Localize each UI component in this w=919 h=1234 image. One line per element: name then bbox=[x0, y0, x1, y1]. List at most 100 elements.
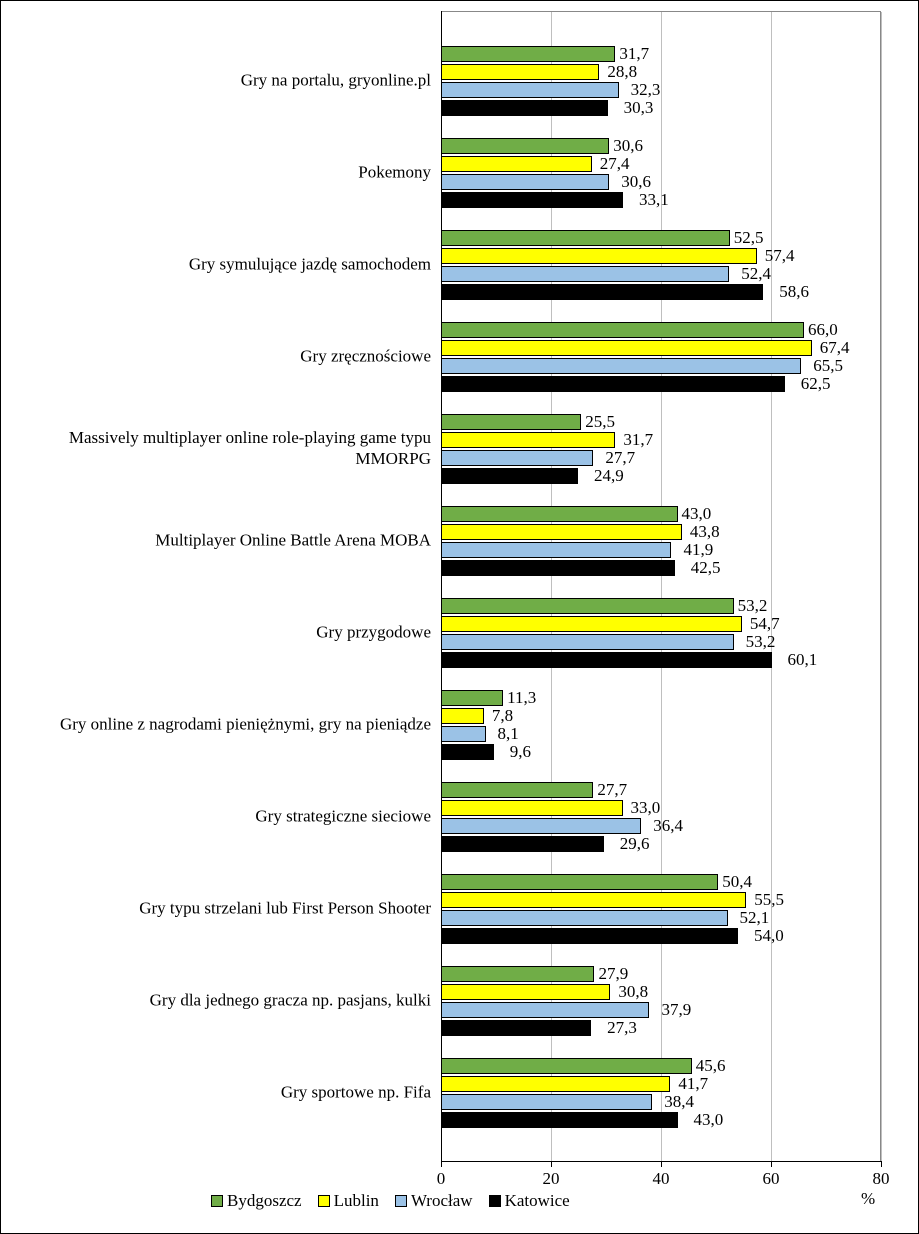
bar bbox=[441, 1058, 692, 1074]
bar bbox=[441, 744, 494, 760]
x-tick-label: 40 bbox=[653, 1169, 670, 1189]
legend-label: Bydgoszcz bbox=[227, 1191, 302, 1211]
bar bbox=[441, 46, 615, 62]
category-label: Gry typu strzelani lub First Person Shoo… bbox=[11, 897, 431, 918]
bar bbox=[441, 230, 730, 246]
category-label: Gry przygodowe bbox=[11, 621, 431, 642]
bar-value-label: 25,5 bbox=[585, 412, 615, 432]
bar bbox=[441, 652, 772, 668]
gridline bbox=[881, 12, 882, 1161]
bar-value-label: 54,0 bbox=[754, 926, 784, 946]
bar bbox=[441, 376, 785, 392]
bar bbox=[441, 248, 757, 264]
category-label: Gry symulujące jazdę samochodem bbox=[11, 253, 431, 274]
bar-value-label: 37,9 bbox=[661, 1000, 691, 1020]
gridline bbox=[661, 12, 662, 1161]
bar bbox=[441, 1020, 591, 1036]
bar bbox=[441, 358, 801, 374]
bar bbox=[441, 1094, 652, 1110]
bar bbox=[441, 874, 718, 890]
bar-value-label: 43,0 bbox=[682, 504, 712, 524]
bar bbox=[441, 156, 592, 172]
legend-swatch bbox=[395, 1195, 407, 1207]
bar bbox=[441, 836, 604, 852]
y-axis bbox=[441, 11, 442, 1161]
bar-value-label: 8,1 bbox=[498, 724, 519, 744]
x-axis-label: % bbox=[861, 1189, 875, 1209]
bar-value-label: 67,4 bbox=[820, 338, 850, 358]
legend-label: Wrocław bbox=[411, 1191, 473, 1211]
bar-value-label: 66,0 bbox=[808, 320, 838, 340]
bar bbox=[441, 322, 804, 338]
bar-value-label: 36,4 bbox=[653, 816, 683, 836]
bar bbox=[441, 64, 599, 80]
legend-label: Lublin bbox=[334, 1191, 379, 1211]
bar bbox=[441, 450, 593, 466]
x-tick-label: 20 bbox=[543, 1169, 560, 1189]
bar-value-label: 45,6 bbox=[696, 1056, 726, 1076]
bar bbox=[441, 174, 609, 190]
legend-item: Lublin bbox=[318, 1191, 379, 1211]
bar-value-label: 58,6 bbox=[779, 282, 809, 302]
gridline bbox=[771, 12, 772, 1161]
x-tick-label: 60 bbox=[763, 1169, 780, 1189]
bar-value-label: 27,3 bbox=[607, 1018, 637, 1038]
bar bbox=[441, 192, 623, 208]
bar-value-label: 29,6 bbox=[620, 834, 650, 854]
legend-item: Bydgoszcz bbox=[211, 1191, 302, 1211]
bar bbox=[441, 928, 738, 944]
bar-value-label: 60,1 bbox=[788, 650, 818, 670]
bar-value-label: 27,9 bbox=[598, 964, 628, 984]
bar bbox=[441, 726, 486, 742]
bar-value-label: 52,4 bbox=[741, 264, 771, 284]
bar-value-label: 11,3 bbox=[507, 688, 536, 708]
category-label: Multiplayer Online Battle Arena MOBA bbox=[11, 529, 431, 550]
bar bbox=[441, 340, 812, 356]
bar-value-label: 65,5 bbox=[813, 356, 843, 376]
category-label: Gry online z nagrodami pieniężnymi, gry … bbox=[11, 713, 431, 734]
category-label: Massively multiplayer online role-playin… bbox=[11, 427, 431, 470]
bar-value-label: 52,5 bbox=[734, 228, 764, 248]
bar-value-label: 30,8 bbox=[618, 982, 648, 1002]
bar-value-label: 50,4 bbox=[722, 872, 752, 892]
bar-value-label: 33,1 bbox=[639, 190, 669, 210]
legend-swatch bbox=[489, 1195, 501, 1207]
bar bbox=[441, 1112, 678, 1128]
legend-item: Wrocław bbox=[395, 1191, 473, 1211]
bar-value-label: 31,7 bbox=[619, 44, 649, 64]
bar-value-label: 30,6 bbox=[613, 136, 643, 156]
bar-value-label: 24,9 bbox=[594, 466, 624, 486]
bar-value-label: 33,0 bbox=[631, 798, 661, 818]
bar-value-label: 57,4 bbox=[765, 246, 795, 266]
bar-value-label: 32,3 bbox=[631, 80, 661, 100]
legend-item: Katowice bbox=[489, 1191, 570, 1211]
bar bbox=[441, 782, 593, 798]
legend: Bydgoszcz Lublin Wrocław Katowice bbox=[211, 1191, 570, 1211]
bar-value-label: 30,6 bbox=[621, 172, 651, 192]
bar-value-label: 9,6 bbox=[510, 742, 531, 762]
category-label: Gry strategiczne sieciowe bbox=[11, 805, 431, 826]
bar bbox=[441, 560, 675, 576]
category-label: Pokemony bbox=[11, 161, 431, 182]
plot-area: 31,728,832,330,330,627,430,633,152,557,4… bbox=[441, 11, 881, 1161]
bar-value-label: 27,4 bbox=[600, 154, 630, 174]
bar-value-label: 31,7 bbox=[623, 430, 653, 450]
bar bbox=[441, 1002, 649, 1018]
category-label: Gry sportowe np. Fifa bbox=[11, 1081, 431, 1102]
bar-value-label: 30,3 bbox=[624, 98, 654, 118]
bar-value-label: 54,7 bbox=[750, 614, 780, 634]
bar-value-label: 7,8 bbox=[492, 706, 513, 726]
bar bbox=[441, 506, 678, 522]
legend-label: Katowice bbox=[505, 1191, 570, 1211]
x-tick bbox=[881, 1161, 882, 1167]
bar bbox=[441, 690, 503, 706]
bar-value-label: 52,1 bbox=[740, 908, 770, 928]
bar-value-label: 42,5 bbox=[691, 558, 721, 578]
x-tick-label: 0 bbox=[437, 1169, 446, 1189]
bar bbox=[441, 284, 763, 300]
bar-value-label: 27,7 bbox=[605, 448, 635, 468]
bar bbox=[441, 524, 682, 540]
legend-swatch bbox=[211, 1195, 223, 1207]
bar bbox=[441, 414, 581, 430]
bar bbox=[441, 966, 594, 982]
